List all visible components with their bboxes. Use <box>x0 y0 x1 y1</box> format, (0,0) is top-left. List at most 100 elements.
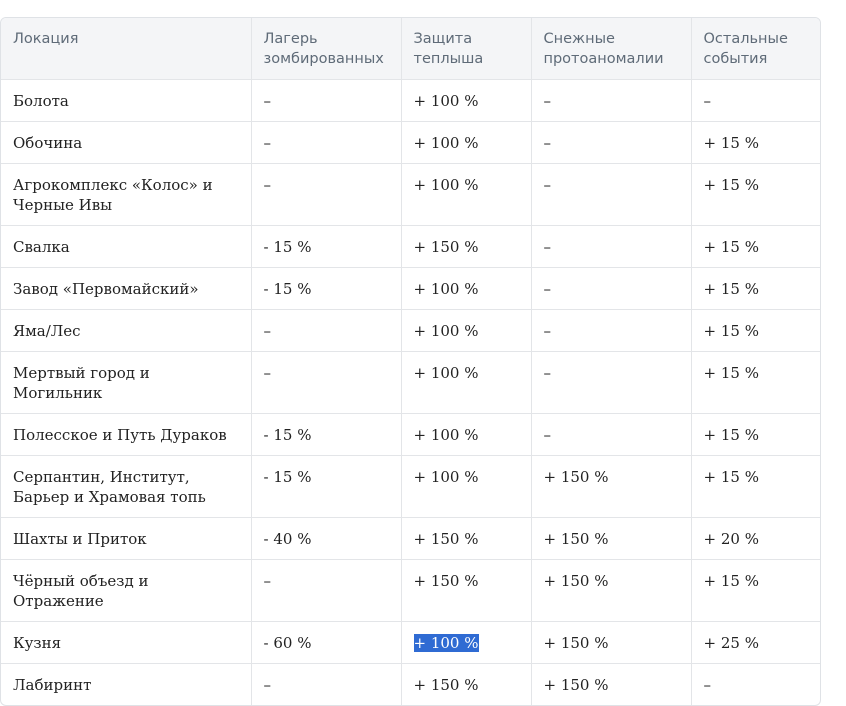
cell-text: Болота <box>13 92 69 110</box>
table-row: Шахты и Приток - 40 % + 150 % + 150 % + 20 % <box>1 517 820 560</box>
cell-teplysh-defense: + 100 % <box>401 163 532 226</box>
cell-other-events: + 15 % <box>691 455 820 518</box>
cell-text: - 15 % <box>263 426 312 444</box>
cell-zombie-camp: – <box>251 121 402 164</box>
cell-text: - 15 % <box>263 468 312 486</box>
table-row: Лабиринт – + 150 % + 150 % – <box>1 663 820 706</box>
cell-text: - 40 % <box>263 530 312 548</box>
cell-text: – <box>543 92 552 110</box>
cell-location: Завод «Первомайский» <box>1 267 252 310</box>
cell-teplysh-defense: + 150 % <box>401 663 532 705</box>
cell-teplysh-defense: + 150 % <box>401 517 532 560</box>
cell-text: – <box>263 176 272 194</box>
cell-snow-protoanomalies: + 150 % <box>531 663 692 705</box>
table-header-row: Локация Лагерь зомбированных Защита тепл… <box>1 18 820 80</box>
cell-zombie-camp: - 15 % <box>251 455 402 518</box>
cell-other-events: + 15 % <box>691 413 820 456</box>
cell-zombie-camp: - 15 % <box>251 225 402 268</box>
table-row: Чёрный объезд и Отражение – + 150 % + 150 %… <box>1 559 820 622</box>
cell-text: Кузня <box>13 634 62 652</box>
header-snow-protoanomalies: Снежные протоаномалии <box>531 18 692 80</box>
cell-other-events: + 15 % <box>691 309 820 352</box>
cell-text: + 15 % <box>703 176 759 194</box>
cell-text: – <box>263 572 272 590</box>
table-row: Завод «Первомайский» - 15 % + 100 % – + 15 % <box>1 267 820 310</box>
cell-snow-protoanomalies: – <box>531 225 692 268</box>
cell-location: Обочина <box>1 121 252 164</box>
cell-zombie-camp: – <box>251 559 402 622</box>
cell-text: + 100 % <box>413 426 479 444</box>
cell-text: Полесское и Путь Дураков <box>13 426 227 444</box>
table-row: Мертвый город и Могильник – + 100 % – + 15 % <box>1 351 820 414</box>
cell-snow-protoanomalies: + 150 % <box>531 559 692 622</box>
cell-text: + 150 % <box>413 676 479 694</box>
cell-location: Свалка <box>1 225 252 268</box>
cell-text: Шахты и Приток <box>13 530 147 548</box>
header-other-events: Остальные события <box>691 18 820 80</box>
cell-zombie-camp: – <box>251 79 402 122</box>
cell-text: Мертвый город и Могильник <box>13 364 150 402</box>
header-location: Локация <box>1 18 252 80</box>
cell-text: + 100 % <box>413 280 479 298</box>
cell-text: + 150 % <box>543 676 609 694</box>
table-row: Агрокомплекс «Колос» и Черные Ивы – + 100 … <box>1 163 820 226</box>
cell-text: Яма/Лес <box>13 322 81 340</box>
cell-text: + 100 % <box>413 322 479 340</box>
cell-zombie-camp: - 60 % <box>251 621 402 664</box>
cell-text: + 15 % <box>703 322 759 340</box>
cell-text: + 150 % <box>413 572 479 590</box>
cell-other-events: – <box>691 79 820 122</box>
cell-teplysh-defense: + 100 % <box>401 455 532 518</box>
cell-text: – <box>543 322 552 340</box>
cell-zombie-camp: - 15 % <box>251 267 402 310</box>
cell-text: – <box>543 238 552 256</box>
cell-teplysh-defense: + 100 % <box>401 309 532 352</box>
cell-location: Агрокомплекс «Колос» и Черные Ивы <box>1 163 252 226</box>
cell-zombie-camp: – <box>251 663 402 705</box>
selected-text-highlight: + 100 % <box>413 634 479 652</box>
cell-zombie-camp: - 15 % <box>251 413 402 456</box>
cell-zombie-camp: - 40 % <box>251 517 402 560</box>
cell-other-events: – <box>691 664 820 706</box>
cell-text: – <box>543 134 552 152</box>
cell-snow-protoanomalies: – <box>531 413 692 456</box>
cell-text: – <box>703 676 712 694</box>
cell-text: Серпантин, Институт, Барьер и Храмовая т… <box>13 468 206 506</box>
cell-location: Шахты и Приток <box>1 517 252 560</box>
cell-other-events: + 15 % <box>691 225 820 268</box>
cell-text: – <box>263 676 272 694</box>
cell-teplysh-defense: + 100 % <box>401 79 532 122</box>
cell-other-events: + 25 % <box>691 621 820 664</box>
cell-other-events: + 15 % <box>691 121 820 164</box>
cell-text: + 15 % <box>703 238 759 256</box>
cell-location: Яма/Лес <box>1 309 252 352</box>
cell-snow-protoanomalies: – <box>531 267 692 310</box>
table-row: Полесское и Путь Дураков - 15 % + 100 % – + … <box>1 413 820 456</box>
cell-text: Обочина <box>13 134 83 152</box>
cell-text: + 15 % <box>703 134 759 152</box>
cell-text: + 15 % <box>703 468 759 486</box>
cell-other-events: + 15 % <box>691 163 820 226</box>
cell-text: + 15 % <box>703 572 759 590</box>
cell-location: Серпантин, Институт, Барьер и Храмовая т… <box>1 455 252 518</box>
cell-other-events: + 15 % <box>691 559 820 622</box>
cell-text: + 150 % <box>413 530 479 548</box>
cell-text: + 150 % <box>543 572 609 590</box>
cell-text: – <box>263 322 272 340</box>
cell-text: + 25 % <box>703 634 759 652</box>
location-bonus-table: Локация Лагерь зомбированных Защита тепл… <box>1 18 820 705</box>
cell-text: - 15 % <box>263 280 312 298</box>
cell-text: – <box>543 364 552 382</box>
cell-text: – <box>543 176 552 194</box>
cell-other-events: + 15 % <box>691 351 820 414</box>
cell-teplysh-defense: + 100 % <box>401 413 532 456</box>
table-row: Болота – + 100 % – – <box>1 79 820 122</box>
cell-teplysh-defense: + 150 % <box>401 225 532 268</box>
cell-snow-protoanomalies: + 150 % <box>531 621 692 664</box>
cell-zombie-camp: – <box>251 309 402 352</box>
cell-snow-protoanomalies: + 150 % <box>531 455 692 518</box>
cell-zombie-camp: – <box>251 351 402 414</box>
cell-text: Свалка <box>13 238 70 256</box>
cell-text: – <box>263 134 272 152</box>
table-row: Обочина – + 100 % – + 15 % <box>1 121 820 164</box>
